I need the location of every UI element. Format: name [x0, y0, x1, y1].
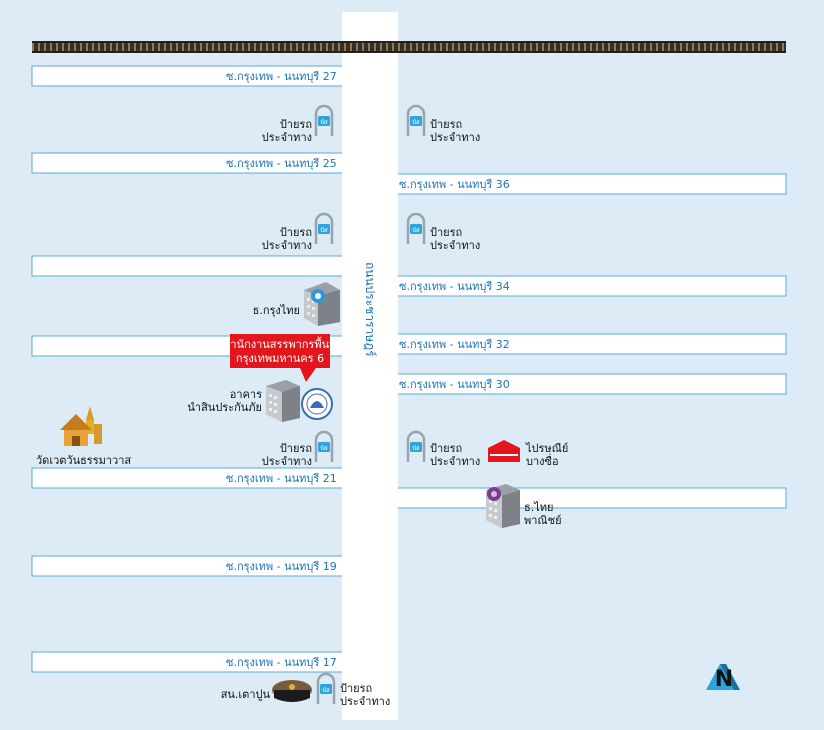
- soi-label-21: ซ.กรุงเทพ - นนทบุรี 21: [226, 472, 337, 485]
- bus-stop-sign-icon: บัส: [406, 212, 426, 244]
- bus-stop-label-line1: ป้ายรถ: [280, 226, 312, 239]
- soi-label-25: ซ.กรุงเทพ - นนทบุรี 25: [226, 157, 337, 170]
- bus-stop: ป้ายรถ ประจำทาง บัส: [406, 212, 480, 252]
- scb-bank: ธ.ไทย พาณิชย์: [486, 484, 562, 528]
- bus-stop-label-line1: ป้ายรถ: [280, 442, 312, 455]
- bus-stop: ป้ายรถ ประจำทาง บัส: [406, 104, 480, 144]
- namsin-building: อาคาร นำสินประกันภัย: [187, 380, 333, 422]
- main-road: [342, 12, 398, 720]
- police-station: สน.เตาปูน: [221, 680, 312, 702]
- krungthai-bank: ธ.กรุงไทย: [253, 282, 340, 326]
- temple-label: วัดเวตวันธรรมาวาส: [36, 454, 131, 467]
- soi-label-27: ซ.กรุงเทพ - นนทบุรี 27: [226, 70, 337, 83]
- soi-label-30: ซ.กรุงเทพ - นนทบุรี 30: [399, 378, 510, 391]
- bus-stop-sign-text: บัส: [320, 119, 328, 126]
- bus-stop-sign-text: บัส: [320, 227, 328, 234]
- soi-label-36: ซ.กรุงเทพ - นนทบุรี 36: [399, 178, 510, 191]
- bus-stop-label-line1: ป้ายรถ: [430, 226, 462, 239]
- bus-stop-label-line2: ประจำทาง: [262, 455, 312, 468]
- soi-labels-left: ซ.กรุงเทพ - นนทบุรี 27 ซ.กรุงเทพ - นนทบุ…: [226, 70, 337, 669]
- bus-stop-label-line1: ป้ายรถ: [280, 118, 312, 131]
- bus-stop: ป้ายรถ ประจำทาง บัส: [262, 104, 334, 144]
- office-building-icon: [266, 380, 300, 422]
- bus-stop-sign-icon: บัส: [316, 672, 336, 704]
- post-office: ไปรษณีย์ บางซื่อ: [488, 440, 568, 468]
- post-office-label-line2: บางซื่อ: [526, 453, 559, 468]
- post-office-icon: [488, 440, 520, 462]
- krungthai-bank-label: ธ.กรุงไทย: [253, 304, 300, 317]
- scb-bank-label-line2: พาณิชย์: [524, 514, 562, 527]
- building-label-line1: อาคาร: [230, 388, 262, 401]
- railway: [32, 41, 786, 53]
- bus-stop-sign-text: บัส: [412, 227, 420, 234]
- soi-label-32: ซ.กรุงเทพ - นนทบุรี 32: [399, 338, 510, 351]
- post-office-label-line1: ไปรษณีย์: [525, 442, 568, 455]
- bus-stop-sign-icon: บัส: [314, 104, 334, 136]
- bus-stop-label-line1: ป้ายรถ: [430, 442, 462, 455]
- bus-stop-sign-text: บัส: [412, 445, 420, 452]
- compass: N: [706, 664, 740, 692]
- bus-stop-sign-text: บัส: [320, 445, 328, 452]
- soi-label-34: ซ.กรุงเทพ - นนทบุรี 34: [399, 280, 510, 293]
- bus-stop: ป้ายรถ ประจำทาง บัส: [262, 430, 334, 468]
- scb-bank-label-line1: ธ.ไทย: [524, 501, 553, 514]
- soi-road: [395, 487, 787, 509]
- bus-stop-label-line2: ประจำทาง: [262, 239, 312, 252]
- bus-stop-label-line1: ป้ายรถ: [430, 118, 462, 131]
- bus-stop-label-line2: ประจำทาง: [430, 131, 480, 144]
- bus-stop-label-line2: ประจำทาง: [340, 695, 390, 708]
- soi-labels-right: ซ.กรุงเทพ - นนทบุรี 36 ซ.กรุงเทพ - นนทบุ…: [399, 178, 510, 391]
- bus-stop-sign-icon: บัส: [314, 212, 334, 244]
- police-cap-icon: [272, 680, 312, 702]
- revenue-office-callout: สำนักงานสรรพากรพื้นที่ กรุงเทพมหานคร 6: [224, 334, 337, 382]
- temple: วัดเวตวันธรรมาวาส: [36, 406, 131, 467]
- bus-stop-label-line2: ประจำทาง: [430, 455, 480, 468]
- bus-stop-label-line1: ป้ายรถ: [340, 682, 372, 695]
- compass-label: N: [715, 667, 733, 692]
- bus-stop-label-line2: ประจำทาง: [430, 239, 480, 252]
- building-label-line2: นำสินประกันภัย: [187, 401, 262, 414]
- police-station-label: สน.เตาปูน: [221, 688, 271, 701]
- main-road-label: ถนนประชาราษฎร์: [363, 262, 377, 357]
- callout-line1: สำนักงานสรรพากรพื้นที่: [224, 336, 337, 351]
- office-building-icon: [304, 282, 340, 326]
- callout-line2: กรุงเทพมหานคร 6: [236, 352, 324, 365]
- revenue-seal-icon: [301, 388, 333, 420]
- bus-stop-label-line2: ประจำทาง: [262, 131, 312, 144]
- soi-label-17: ซ.กรุงเทพ - นนทบุรี 17: [226, 656, 337, 669]
- bus-stop-sign-icon: บัส: [314, 430, 334, 462]
- temple-icon: [60, 406, 102, 446]
- soi-label-19: ซ.กรุงเทพ - นนทบุรี 19: [226, 560, 337, 573]
- soi-road: [31, 255, 345, 277]
- bus-stop: ป้ายรถ ประจำทาง บัส: [262, 212, 334, 252]
- north-arrow-icon: [706, 664, 740, 690]
- bus-stop-sign-text: บัส: [412, 119, 420, 126]
- bus-stop-sign-icon: บัส: [406, 104, 426, 136]
- bus-stop-sign-text: บัส: [322, 687, 330, 694]
- bus-stop-sign-icon: บัส: [406, 430, 426, 462]
- bus-stop: ป้ายรถ ประจำทาง บัส: [316, 672, 390, 708]
- office-building-icon: [486, 484, 520, 528]
- bus-stop: ป้ายรถ ประจำทาง บัส: [406, 430, 480, 468]
